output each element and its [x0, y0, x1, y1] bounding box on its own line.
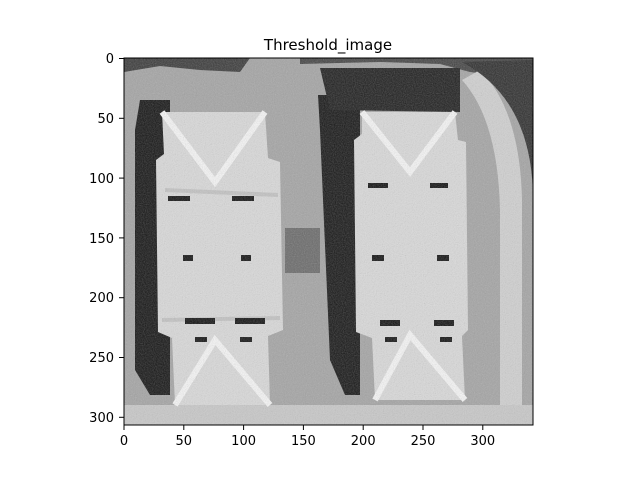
x-tick-label: 200 [351, 434, 376, 449]
figure-title: Threshold_image [263, 36, 392, 55]
y-axis: 0 50 100 150 200 250 300 [89, 52, 124, 426]
y-tick-label: 150 [89, 232, 114, 247]
x-tick-label: 100 [231, 434, 256, 449]
y-tick-label: 200 [89, 291, 114, 306]
y-tick-label: 0 [106, 52, 114, 67]
x-tick-label: 150 [291, 434, 316, 449]
y-tick-label: 100 [89, 172, 114, 187]
x-tick-label: 250 [411, 434, 436, 449]
x-tick-label: 300 [470, 434, 495, 449]
x-tick-label: 50 [176, 434, 193, 449]
x-axis: 0 50 100 150 200 250 300 [120, 425, 495, 449]
x-tick-label: 0 [120, 434, 128, 449]
threshold-image [124, 58, 533, 425]
y-tick-label: 300 [89, 411, 114, 426]
y-tick-label: 50 [97, 112, 114, 127]
y-tick-label: 250 [89, 351, 114, 366]
